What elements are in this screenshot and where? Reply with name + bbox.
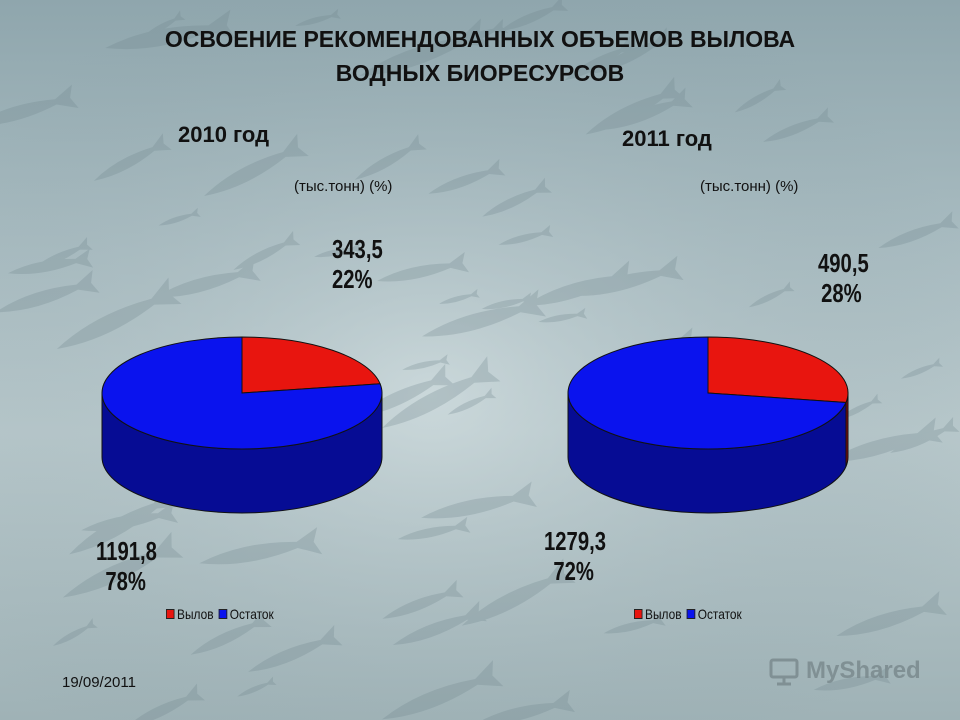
- label-2011-remainder-value: 1279,3: [544, 526, 607, 556]
- pie-chart-2011: [567, 336, 849, 514]
- slide-date: 19/09/2011: [62, 674, 136, 691]
- label-2010-catch: 343,5 22%: [332, 234, 383, 294]
- label-2010-remainder-percent: 78%: [105, 566, 146, 596]
- chart-2010-title: 2010 год: [178, 122, 270, 147]
- pie-0-slice-0: [241, 336, 381, 394]
- legend-swatch-catch: [634, 609, 643, 619]
- legend-swatch-catch: [166, 609, 175, 619]
- presentation-icon: [769, 658, 799, 686]
- legend-2010: Вылов Остаток: [166, 606, 274, 622]
- chart-2011-units: (тыс.тонн) (%): [700, 178, 799, 195]
- legend-label-remainder: Остаток: [229, 606, 274, 622]
- legend-label-remainder: Остаток: [697, 606, 742, 622]
- chart-2011-title: 2011 год: [622, 126, 712, 151]
- legend-swatch-remainder: [218, 609, 228, 619]
- label-2010-catch-value: 343,5: [332, 234, 383, 264]
- watermark-text: MyShared: [806, 657, 921, 684]
- pie-0-slice-1: [101, 336, 383, 450]
- pie-1-slice-0: [707, 336, 849, 404]
- label-2011-catch-percent: 28%: [821, 278, 862, 308]
- legend-label-catch: Вылов: [645, 606, 682, 622]
- watermark-logo: MyShared: [768, 656, 921, 686]
- label-2011-catch: 490,5 28%: [818, 248, 869, 308]
- label-2011-remainder-percent: 72%: [553, 556, 594, 586]
- legend-swatch-remainder: [686, 609, 696, 619]
- label-2011-remainder: 1279,3 72%: [544, 526, 606, 586]
- chart-2010-units: (тыс.тонн) (%): [294, 178, 393, 195]
- label-2010-catch-percent: 22%: [332, 264, 373, 294]
- slide-title: ОСВОЕНИЕ РЕКОМЕНДОВАННЫХ ОБЪЕМОВ ВЫЛОВА …: [0, 22, 960, 90]
- legend-label-catch: Вылов: [177, 606, 214, 622]
- pie-chart-2010: [101, 336, 383, 514]
- legend-2011: Вылов Остаток: [634, 606, 742, 622]
- label-2010-remainder: 1191,8 78%: [96, 536, 157, 596]
- pie-1-slice-1: [567, 336, 847, 450]
- title-line-2: ВОДНЫХ БИОРЕСУРСОВ: [335, 60, 625, 86]
- label-2011-catch-value: 490,5: [818, 248, 869, 278]
- title-line-1: ОСВОЕНИЕ РЕКОМЕНДОВАННЫХ ОБЪЕМОВ ВЫЛОВА: [164, 26, 796, 52]
- label-2010-remainder-value: 1191,8: [96, 536, 157, 566]
